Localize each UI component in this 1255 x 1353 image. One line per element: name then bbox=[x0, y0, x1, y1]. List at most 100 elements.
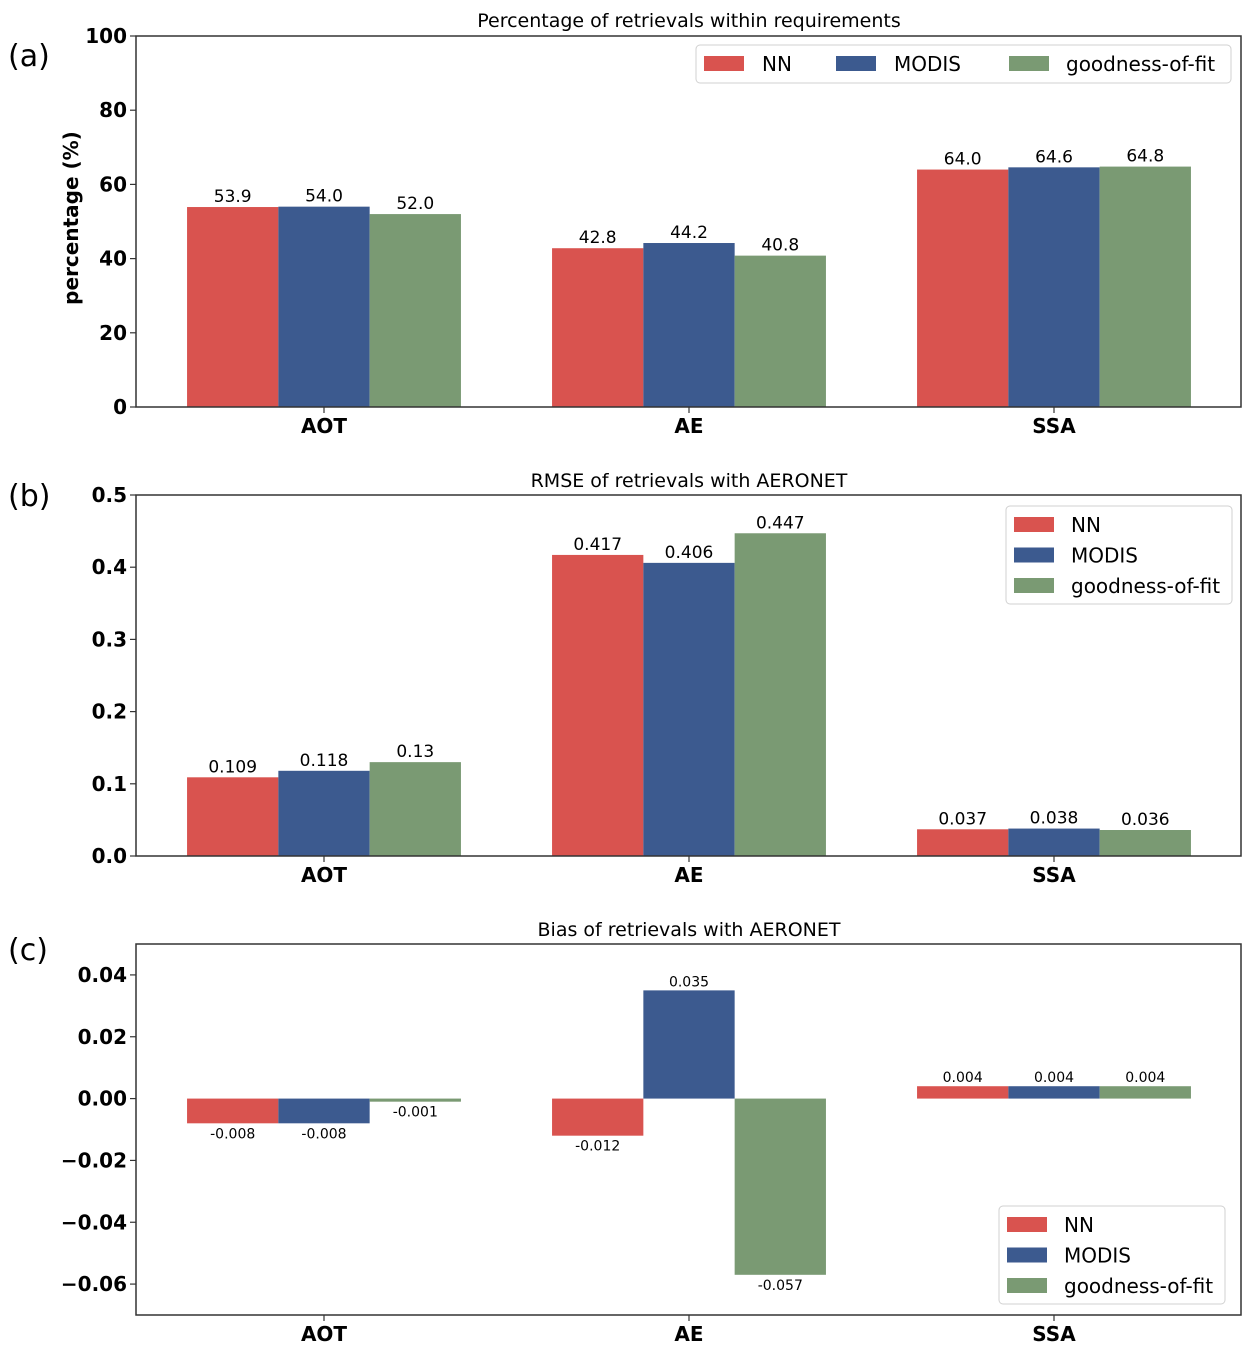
data-label: 0.038 bbox=[1030, 809, 1079, 829]
bar-nn-aot bbox=[187, 207, 279, 407]
bar-modis-ssa bbox=[1008, 167, 1100, 407]
panel-label: (a) bbox=[8, 39, 50, 74]
bar-nn-ae bbox=[552, 554, 644, 856]
panel-label: (c) bbox=[8, 933, 48, 968]
x-tick-label: SSA bbox=[1032, 1322, 1076, 1346]
bar-modis-ssa bbox=[1008, 828, 1100, 856]
y-tick-label: 20 bbox=[99, 321, 127, 345]
data-labels: 0.109 0.417 0.037 0.118 0.406 0.038 0.13 0.447 0… bbox=[208, 513, 1169, 830]
chart-title: RMSE of retrievals with AERONET bbox=[531, 470, 848, 492]
data-label: 0.118 bbox=[300, 751, 349, 771]
chart-title: Percentage of retrievals within requirem… bbox=[477, 10, 901, 32]
data-label: 0.447 bbox=[756, 513, 805, 533]
legend-swatch bbox=[1007, 1278, 1047, 1293]
data-label: 0.13 bbox=[396, 742, 434, 762]
legend-box bbox=[1005, 505, 1233, 605]
legend-swatch bbox=[1014, 517, 1054, 532]
y-tick-label: 80 bbox=[99, 98, 127, 122]
x-axis: AOT AE SSA bbox=[301, 856, 1076, 887]
bar-goodness-of-fit-ae bbox=[734, 1098, 826, 1275]
legend: NN MODIS goodness-of-fit bbox=[695, 44, 1232, 84]
x-tick-label: SSA bbox=[1032, 414, 1076, 438]
legend-label: MODIS bbox=[1071, 544, 1138, 568]
data-label: 64.6 bbox=[1035, 147, 1073, 167]
y-tick-label: 0 bbox=[113, 395, 127, 419]
legend-swatch bbox=[1009, 56, 1049, 71]
legend-label: NN bbox=[1064, 1213, 1094, 1237]
bar-modis-ae bbox=[643, 562, 735, 856]
data-label: -0.057 bbox=[758, 1278, 803, 1294]
y-tick-label: 0.02 bbox=[78, 1025, 127, 1049]
data-label: 0.417 bbox=[573, 535, 622, 555]
x-tick-label: AOT bbox=[301, 863, 347, 887]
data-label: 0.004 bbox=[1034, 1070, 1074, 1086]
bar-nn-aot bbox=[187, 777, 279, 856]
y-tick-label: −0.02 bbox=[61, 1148, 127, 1172]
data-label: 64.0 bbox=[944, 150, 982, 170]
bar-modis-ssa bbox=[1008, 1086, 1100, 1099]
data-label: -0.008 bbox=[301, 1126, 346, 1142]
data-label: 0.109 bbox=[208, 757, 257, 777]
x-tick-label: AE bbox=[674, 414, 703, 438]
x-tick-label: SSA bbox=[1032, 863, 1076, 887]
data-label: -0.001 bbox=[393, 1105, 438, 1121]
chart-title: Bias of retrievals with AERONET bbox=[538, 919, 841, 941]
bar-nn-ssa bbox=[917, 169, 1009, 407]
x-tick-label: AOT bbox=[301, 414, 347, 438]
bar-nn-ssa bbox=[917, 1086, 1009, 1099]
legend-label: MODIS bbox=[894, 52, 961, 76]
data-label: 0.035 bbox=[669, 974, 709, 990]
legend-swatch bbox=[1007, 1217, 1047, 1232]
bar-goodness-of-fit-ssa bbox=[1099, 830, 1191, 856]
legend-label: goodness-of-fit bbox=[1066, 52, 1215, 76]
data-label: 54.0 bbox=[305, 187, 343, 207]
bars bbox=[187, 990, 1191, 1275]
legend-swatch bbox=[836, 56, 876, 71]
bar-goodness-of-fit-ssa bbox=[1099, 1086, 1191, 1099]
data-labels: -0.008 -0.012 0.004 -0.008 0.035 0.004 -0.001 -… bbox=[210, 974, 1165, 1293]
legend-swatch bbox=[704, 56, 744, 71]
y-tick-label: 0.3 bbox=[92, 627, 127, 651]
legend-label: goodness-of-fit bbox=[1071, 574, 1220, 598]
bars bbox=[187, 166, 1191, 407]
data-label: 0.406 bbox=[665, 543, 714, 563]
bar-nn-ae bbox=[552, 248, 644, 407]
y-tick-label: 0.2 bbox=[92, 700, 127, 724]
data-label: 40.8 bbox=[761, 236, 799, 256]
data-label: 0.036 bbox=[1121, 810, 1170, 830]
data-label: 0.037 bbox=[938, 809, 987, 829]
data-label: 64.8 bbox=[1126, 147, 1164, 167]
legend-label: NN bbox=[762, 52, 792, 76]
x-tick-label: AOT bbox=[301, 1322, 347, 1346]
y-axis: 0.0 0.1 0.2 0.3 0.4 0.5 bbox=[92, 483, 136, 868]
bar-nn-ssa bbox=[917, 829, 1009, 856]
x-axis: AOT AE SSA bbox=[301, 1315, 1076, 1346]
legend-swatch bbox=[1014, 578, 1054, 593]
legend-label: NN bbox=[1071, 513, 1101, 537]
legend-box bbox=[695, 44, 1232, 84]
data-labels: 53.9 42.8 64.0 54.0 44.2 64.6 52.0 40.8 64.8 bbox=[214, 147, 1164, 256]
x-tick-label: AE bbox=[674, 863, 703, 887]
x-axis: AOT AE SSA bbox=[301, 407, 1076, 438]
bar-modis-aot bbox=[278, 770, 370, 856]
bars bbox=[187, 533, 1191, 856]
y-tick-label: 0.1 bbox=[92, 772, 127, 796]
legend-swatch bbox=[1014, 547, 1054, 563]
plot-frame bbox=[135, 494, 1242, 857]
legend: NN MODIS goodness-of-fit bbox=[998, 1205, 1226, 1305]
bar-modis-aot bbox=[278, 1098, 370, 1124]
y-axis-label: percentage (%) bbox=[59, 131, 83, 305]
legend-box bbox=[998, 1205, 1226, 1305]
y-tick-label: 0.00 bbox=[78, 1087, 127, 1111]
y-tick-label: −0.04 bbox=[61, 1210, 127, 1234]
legend: NN MODIS goodness-of-fit bbox=[1005, 505, 1233, 605]
data-label: 0.004 bbox=[1125, 1070, 1165, 1086]
y-axis: 0 20 40 60 80 100 bbox=[85, 24, 136, 419]
bar-goodness-of-fit-ae bbox=[734, 255, 826, 407]
y-tick-label: 100 bbox=[85, 24, 127, 48]
panel-c: (c) Bias of retrievals with AERONET −0.0… bbox=[8, 919, 1242, 1346]
y-axis: −0.06 −0.04 −0.02 0.00 0.02 0.04 bbox=[61, 963, 136, 1296]
bar-modis-ae bbox=[643, 243, 735, 407]
plot-frame bbox=[135, 35, 1242, 408]
